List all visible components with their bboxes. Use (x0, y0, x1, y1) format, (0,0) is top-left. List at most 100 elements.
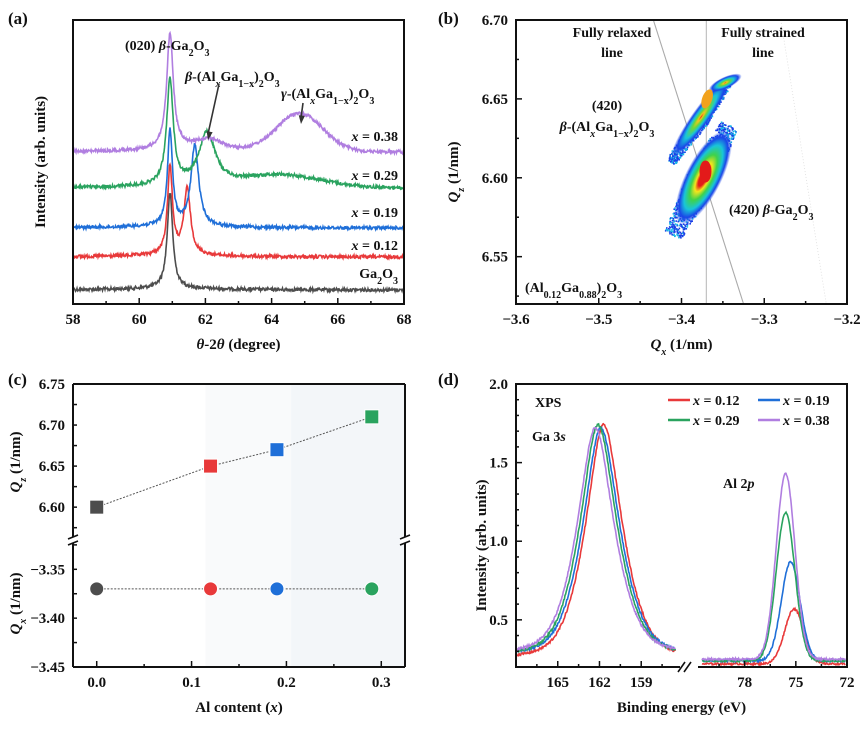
xps-al2p-curve-2 (701, 510, 847, 664)
legend-label-2: x = 0.29 (692, 414, 739, 429)
xps-al2p-curve-3 (701, 472, 847, 662)
annotation-gamma-algao: γ-(AlxGa1−x)2O3 (281, 87, 374, 107)
rsm-line-guide (780, 19, 827, 305)
panel-label-c: (c) (8, 370, 27, 389)
x-tick-label: −3.6 (502, 312, 530, 328)
axis-break-gap (680, 664, 698, 670)
legend-label-1: x = 0.19 (782, 394, 829, 409)
spot-algao-peak (701, 89, 713, 109)
y-axis-label-top: Qz (1/nm) (8, 432, 29, 493)
legend-label-0: x = 0.12 (692, 394, 739, 409)
series-label-x038: x = 0.38 (351, 130, 398, 145)
x-tick-label: −3.3 (751, 312, 778, 328)
arrow-gamma-algao (300, 102, 304, 119)
y-tick-label-top: 6.70 (39, 418, 65, 434)
annotation-420-algao-1: (420) (592, 99, 623, 114)
annotation-strained-1: Fully strained (721, 26, 805, 41)
series-label-x012: x = 0.12 (351, 239, 398, 254)
legend: x = 0.12 x = 0.19 x = 0.29 x = 0.38 (668, 394, 829, 429)
plot-frame (515, 19, 848, 305)
y-tick-label-bottom: −3.35 (30, 562, 65, 578)
panel-label-a: (a) (8, 9, 28, 28)
plot-frame (72, 19, 405, 305)
spot-algao-body (671, 75, 732, 158)
y-tick-label-bottom: −3.40 (30, 611, 65, 627)
x-axis-label: Binding energy (eV) (617, 700, 746, 716)
x-tick-label: 0.0 (87, 675, 106, 691)
annotation-420-ga2o3: (420) β-Ga2O3 (729, 203, 813, 223)
annotation-strained-2: line (752, 46, 774, 61)
annotation-ga3s: Ga 3s (532, 430, 566, 445)
spot-algao-tail (708, 73, 742, 93)
qz-point-2 (269, 442, 285, 458)
x-tick-label: 165 (546, 675, 569, 691)
axis-break-mark (399, 534, 411, 540)
x-axis-label: Al content (x) (195, 700, 283, 716)
x-tick-label: 0.1 (182, 675, 201, 691)
shade-region-2 (291, 384, 405, 667)
panel-label-d: (d) (438, 370, 459, 389)
series-label-x029: x = 0.29 (351, 169, 398, 184)
axis-break-mark (683, 661, 692, 673)
qx-point-0 (89, 581, 105, 597)
series-label-x019: x = 0.19 (351, 206, 398, 221)
y-axis-label-bottom: Qx (1/nm) (8, 572, 29, 634)
panel-label-b: (b) (438, 9, 459, 28)
xrd-curve-x019 (73, 127, 404, 233)
y-tick-label-bottom: −3.45 (30, 660, 65, 676)
y-tick-label-top: 6.60 (39, 500, 65, 516)
x-tick-label: 60 (132, 312, 147, 328)
qx-point-3 (364, 581, 380, 597)
annotation-beta-algao: β-(AlxGa1−x)2O3 (184, 70, 280, 90)
y-tick-label: 6.70 (482, 13, 508, 29)
x-tick-label: 75 (788, 675, 803, 691)
arrow-beta-algao-head (206, 131, 213, 140)
panel-c-q-vs-al: 0.0 0.1 0.2 0.3 6.60 6.65 6.70 6.75 −3.35 −3.40 −3… (8, 377, 411, 716)
axis-break-mark (677, 661, 686, 673)
y-tick-label: 6.60 (482, 171, 508, 187)
x-tick-label: 0.2 (277, 675, 296, 691)
annotation-020-ga2o3: (020) β-Ga2O3 (125, 39, 209, 59)
annotation-sample: (Al0.12Ga0.88)2O3 (525, 281, 622, 301)
xps-ga3s-curve-1 (516, 425, 677, 654)
x-tick-label: 72 (840, 675, 855, 691)
xps-ga3s-curve-2 (516, 422, 677, 654)
y-axis-label: Intensity (arb. units) (33, 96, 49, 228)
series-label-ga2o3: Ga2O3 (359, 267, 398, 287)
qz-point-0 (89, 499, 105, 515)
xps-al2p-curve-0 (701, 606, 846, 667)
arrow-gamma-algao-head (298, 115, 305, 124)
x-tick-label: −3.5 (585, 312, 612, 328)
annotation-xps: XPS (535, 396, 562, 411)
x-tick-label: 68 (397, 312, 412, 328)
xps-ga3s-curve-0 (516, 422, 677, 658)
annotation-al2p: Al 2p (723, 477, 755, 492)
x-tick-label: 64 (264, 312, 280, 328)
axis-break-mark (67, 534, 79, 540)
axis-break-gap (400, 537, 410, 543)
panel-b-rsm: −3.6 −3.5 −3.4 −3.3 −3.2 6.55 6.60 6.65 6.70 Qx (… (446, 13, 861, 358)
panel-d-xps: 165 162 159 78 75 72 0.5 1.0 1.5 2.0 Binding energ… (474, 377, 855, 716)
legend-label-3: x = 0.38 (782, 414, 829, 429)
panel-a-xrd: 58 60 62 64 66 68 θ-2θ (degree) Intensity (arb.… (33, 19, 412, 353)
y-tick-label-top: 6.75 (39, 377, 65, 393)
axis-break-gap (68, 537, 78, 543)
x-tick-label: 66 (330, 312, 346, 328)
qz-trend-line (96, 416, 372, 508)
y-tick-label: 1.0 (489, 534, 508, 550)
x-tick-label: −3.2 (833, 312, 860, 328)
shade-region-1 (205, 384, 292, 667)
y-tick-label: 1.5 (489, 456, 508, 472)
xrd-curve-x012 (73, 162, 404, 261)
x-tick-label: 78 (737, 675, 752, 691)
x-tick-label: 58 (66, 312, 81, 328)
annotation-420-algao-2: β-(AlxGa1−x)2O3 (559, 120, 655, 140)
annotation-relaxed-1: Fully relaxed (573, 26, 652, 41)
y-axis-label: Qz (1/nm) (446, 142, 467, 203)
x-axis-label: θ-2θ (degree) (196, 337, 280, 353)
axis-break-mark (399, 540, 411, 546)
x-axis-label: Qx (1/nm) (650, 337, 712, 358)
axis-break-mark (67, 540, 79, 546)
qx-point-2 (269, 581, 285, 597)
